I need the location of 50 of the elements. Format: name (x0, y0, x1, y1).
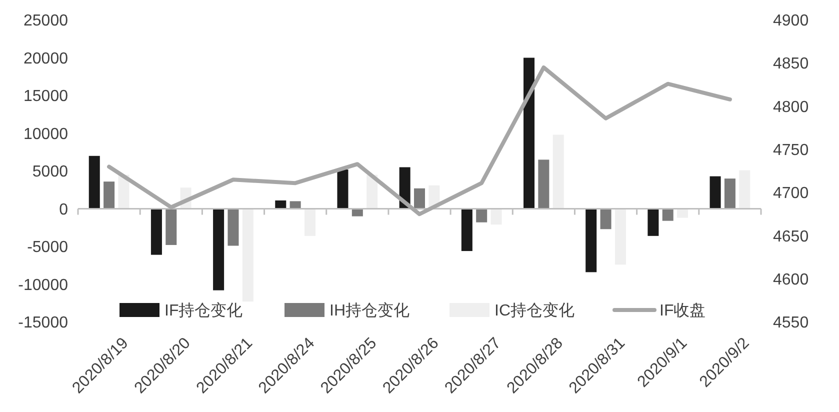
bar (104, 182, 115, 209)
legend-label: IF持仓变化 (164, 302, 243, 320)
bar (242, 208, 254, 302)
bar (304, 208, 316, 236)
bar (710, 176, 721, 209)
legend-label: IF收盘 (660, 302, 706, 320)
bar (524, 58, 535, 209)
y-tick-label: -5000 (27, 239, 68, 256)
y2-tick-label: 4550 (773, 314, 809, 332)
bar (414, 188, 426, 209)
bar (150, 208, 162, 255)
y2-tick-label: 4800 (773, 98, 809, 116)
bar (552, 134, 564, 209)
y-tick-label: 25000 (24, 12, 68, 30)
y2-tick-label: 4850 (773, 56, 809, 73)
bar (352, 208, 363, 216)
bar (538, 160, 550, 209)
line-series (107, 65, 732, 216)
bar (490, 208, 502, 225)
bar (724, 178, 736, 209)
bar (600, 208, 612, 230)
bar (614, 208, 626, 265)
bar (228, 208, 239, 246)
bar (677, 208, 688, 218)
bar (586, 208, 597, 272)
y2-tick-label: 4700 (773, 185, 809, 202)
y2-tick-label: 4900 (773, 12, 809, 30)
legend-label: IC持仓变化 (494, 302, 574, 320)
bar (337, 169, 348, 209)
y-tick-label: 5000 (32, 164, 68, 181)
y-tick-label: 15000 (24, 88, 68, 106)
bar (290, 201, 301, 209)
y-tick-label: -15000 (18, 314, 68, 332)
bar (648, 208, 659, 236)
y2-tick-label: 4750 (773, 142, 809, 160)
bar (213, 208, 224, 290)
bar (739, 170, 750, 209)
bar (166, 208, 177, 245)
y-tick-label: -10000 (18, 276, 68, 294)
legend-label: IH持仓变化 (330, 302, 410, 320)
bar (461, 208, 472, 252)
y-tick-label: 10000 (24, 126, 68, 143)
bar (476, 208, 488, 222)
y2-tick-label: 4600 (773, 271, 809, 288)
bar (662, 208, 674, 221)
bar (88, 156, 100, 209)
y-tick-label: 0 (59, 201, 68, 218)
y2-tick-label: 4650 (773, 228, 809, 246)
y-tick-label: 20000 (24, 50, 68, 68)
bar (275, 200, 286, 209)
